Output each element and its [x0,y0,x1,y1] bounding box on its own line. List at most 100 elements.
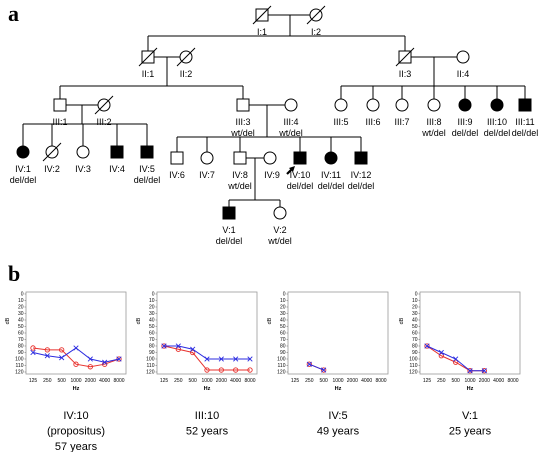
y-tick-label: 60 [149,331,155,337]
person-id-label: I:1 [257,27,267,37]
person-IV-3: IV:3 [75,145,91,174]
genotype-label: wt/del [230,128,255,138]
deceased-slash [138,47,158,67]
cross-stroke [102,359,108,365]
genotype-label: wt/del [278,128,303,138]
y-tick-label: 100 [146,357,155,363]
x-axis-label: Hz [467,386,474,392]
male-symbol [222,206,236,220]
person-III-5: III:5 [333,98,349,127]
y-tick-label: 100 [15,357,24,363]
y-axis-label: dB [399,317,405,324]
deceased-slash [42,142,62,162]
x-tick-label: 500 [319,378,328,384]
cross-stroke [175,343,181,349]
y-tick-label: 100 [409,357,418,363]
x-tick-label: 125 [160,378,169,384]
left-ear-point [233,356,239,362]
male-symbol [293,151,307,165]
deceased-slash [395,47,415,67]
person-id-label: III:8 [426,117,441,127]
y-tick-label: 10 [412,298,418,304]
panel-a-letter: a [8,1,19,26]
x-tick-label: 500 [451,378,460,384]
person-id-label: V:1 [222,225,235,235]
person-id-label: IV:12 [351,170,372,180]
x-axis-label: Hz [204,386,211,392]
female-symbol [273,206,287,220]
person-id-label: IV:1 [15,164,31,174]
y-tick-label: 70 [412,337,418,343]
left-ear-point [116,356,122,362]
y-tick-label: 80 [280,344,286,350]
person-id-label: III:7 [394,117,409,127]
y-tick-label: 100 [277,357,286,363]
y-tick-label: 80 [18,344,24,350]
genotype-label: del/del [10,175,37,185]
cross-stroke [438,349,444,356]
genotype-label: del/del [348,181,375,191]
y-tick-label: 80 [149,344,155,350]
genotype-label: del/del [216,236,243,246]
y-tick-label: 30 [18,311,24,317]
y-tick-label: 90 [280,350,286,356]
y-tick-label: 120 [15,370,24,376]
cross-stroke [87,356,93,362]
right-ear-point [247,367,253,373]
person-I-1: I:1 [252,5,272,37]
plot-frame [156,291,258,375]
male-symbol [53,98,67,112]
y-tick-label: 70 [18,337,24,343]
genotype-label: wt/del [267,236,292,246]
x-tick-label: 500 [188,378,197,384]
person-id-label: IV:10 [290,170,311,180]
panel-b-letter: b [8,261,20,286]
y-tick-label: 10 [280,298,286,304]
cross-stroke [190,346,196,352]
male-symbol [170,151,184,165]
audiogram-caption: IV:10 [63,410,88,422]
person-II-1: II:1 [138,47,158,79]
left-ear-point [190,346,196,352]
y-axis-label: dB [267,317,273,324]
female-symbol [324,151,338,165]
x-tick-label: 2000 [216,378,227,384]
person-id-label: III:9 [457,117,472,127]
person-id-label: III:11 [515,117,534,127]
female-symbol [284,98,298,112]
person-id-label: IV:7 [199,170,215,180]
plot-frame [287,291,389,375]
y-tick-label: 0 [152,292,155,298]
audiogram-caption: (propositus) [47,426,105,438]
x-tick-label: 250 [174,378,183,384]
y-tick-label: 0 [21,292,24,298]
person-IV-4: IV:4 [109,145,125,174]
cross-stroke [321,367,327,373]
person-IV-9: IV:9 [263,151,280,180]
y-tick-label: 20 [149,305,155,311]
y-tick-label: 10 [149,298,155,304]
cross-stroke [161,343,167,349]
y-tick-label: 50 [280,324,286,330]
person-IV-6: IV:6 [169,151,185,180]
y-tick-label: 50 [149,324,155,330]
right-ear-point [218,367,224,373]
right-ear-point [190,349,196,356]
y-tick-label: 70 [149,337,155,343]
x-tick-label: 8000 [113,378,124,384]
x-tick-label: 8000 [507,378,518,384]
y-tick-label: 40 [18,318,24,324]
cross-stroke [233,356,239,362]
x-tick-label: 1000 [201,378,212,384]
person-id-label: III:3 [235,117,250,127]
y-tick-label: 50 [18,324,24,330]
y-tick-label: 70 [280,337,286,343]
female-symbol [456,50,470,64]
right-ear-point [204,367,210,373]
